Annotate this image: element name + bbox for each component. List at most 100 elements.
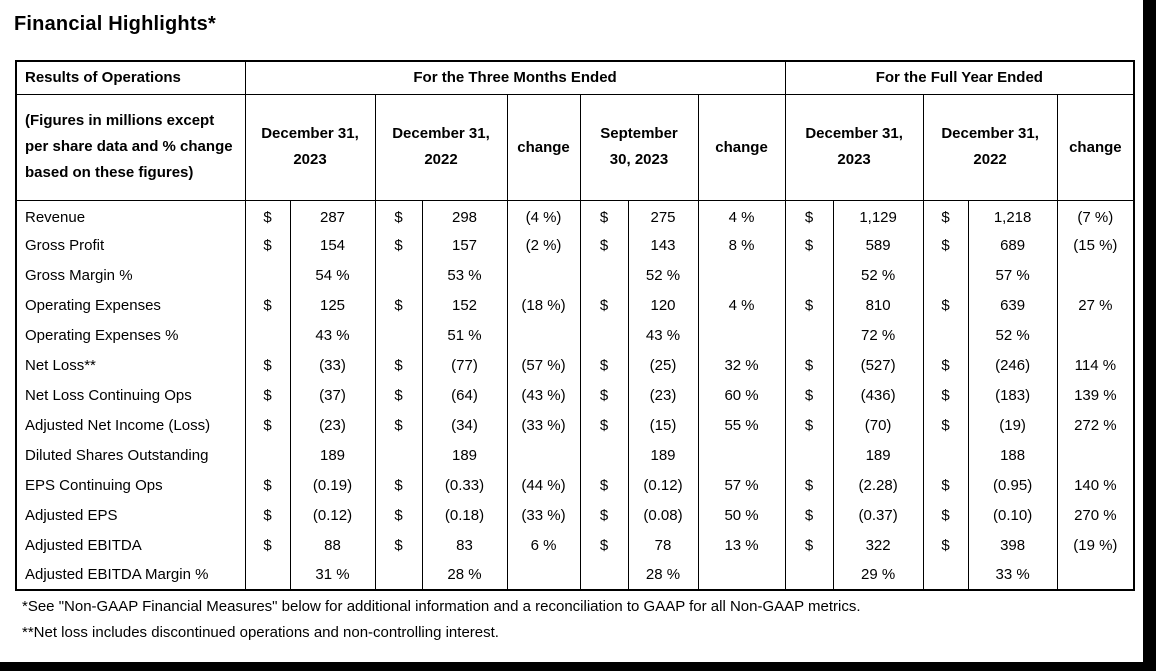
value-cell: 188 xyxy=(967,440,1058,470)
dollar-cell: $ xyxy=(374,290,423,320)
change-cell: 270 % xyxy=(1056,500,1135,530)
row-label: Adjusted EBITDA Margin % xyxy=(16,560,246,590)
change-cell: 60 % xyxy=(697,380,786,410)
dollar-cell: $ xyxy=(579,350,629,380)
table-row: Revenue $287 $298 (4 %) $275 4 % $1,129 $1,218(… xyxy=(16,200,1135,230)
dollar-cell: $ xyxy=(374,500,423,530)
dollar-cell: $ xyxy=(784,410,834,440)
dollar-cell: $ xyxy=(922,410,969,440)
dollar-cell xyxy=(579,260,629,290)
table-row: Gross Profit $154 $157 (2 %) $143 8 % $589 $689… xyxy=(16,230,1135,260)
change-cell: 114 % xyxy=(1056,350,1135,380)
change-cell xyxy=(506,260,581,290)
value-cell: (0.10) xyxy=(967,500,1058,530)
dollar-cell xyxy=(922,260,969,290)
dollar-cell: $ xyxy=(244,530,291,560)
value-cell: 639 xyxy=(967,290,1058,320)
dollar-cell xyxy=(922,440,969,470)
group-header-full-year: For the Full Year Ended xyxy=(784,60,1135,95)
table-row: EPS Continuing Ops $ (0.19) $ (0.33) (44 %) $(… xyxy=(16,470,1135,500)
value-cell: 152 xyxy=(421,290,508,320)
change-cell: 6 % xyxy=(506,530,581,560)
change-cell xyxy=(697,440,786,470)
value-cell: 88 xyxy=(289,530,376,560)
dollar-cell: $ xyxy=(922,230,969,260)
value-cell: 189 xyxy=(832,440,924,470)
dollar-cell xyxy=(579,560,629,590)
value-cell: 51 % xyxy=(421,320,508,350)
row-label: Adjusted EPS xyxy=(16,500,246,530)
value-cell: 1,218 xyxy=(967,200,1058,230)
value-cell: 33 % xyxy=(967,560,1058,590)
dollar-cell xyxy=(244,440,291,470)
dollar-cell: $ xyxy=(784,350,834,380)
value-cell: (34) xyxy=(421,410,508,440)
dollar-cell xyxy=(784,260,834,290)
col-header-change-1: change xyxy=(506,93,581,201)
dollar-cell: $ xyxy=(784,290,834,320)
change-cell: 50 % xyxy=(697,500,786,530)
change-cell: (2 %) xyxy=(506,230,581,260)
change-cell xyxy=(697,560,786,590)
dollar-cell xyxy=(922,320,969,350)
value-cell: 189 xyxy=(289,440,376,470)
change-cell: (19 %) xyxy=(1056,530,1135,560)
footnotes: *See "Non-GAAP Financial Measures" below… xyxy=(22,597,1143,643)
value-cell: (2.28) xyxy=(832,470,924,500)
col-header-fy-dec-2023: December 31, 2023 xyxy=(784,93,924,201)
change-cell: (44 %) xyxy=(506,470,581,500)
dollar-cell: $ xyxy=(579,230,629,260)
figures-note-cell: (Figures in millions except per share da… xyxy=(15,93,246,201)
dollar-cell xyxy=(784,560,834,590)
dollar-cell: $ xyxy=(374,470,423,500)
row-label: EPS Continuing Ops xyxy=(16,470,246,500)
row-label: Diluted Shares Outstanding xyxy=(16,440,246,470)
value-cell: 43 % xyxy=(627,320,699,350)
row-label: Gross Profit xyxy=(16,230,246,260)
dollar-cell: $ xyxy=(922,200,969,230)
dollar-cell: $ xyxy=(579,500,629,530)
dollar-cell xyxy=(579,440,629,470)
change-cell xyxy=(1056,440,1135,470)
value-cell: 29 % xyxy=(832,560,924,590)
column-header-row: (Figures in millions except per share da… xyxy=(15,93,1135,201)
value-cell: 28 % xyxy=(421,560,508,590)
dollar-cell: $ xyxy=(244,470,291,500)
dollar-cell: $ xyxy=(244,200,291,230)
dollar-cell xyxy=(374,560,423,590)
dollar-cell: $ xyxy=(784,200,834,230)
change-cell: 13 % xyxy=(697,530,786,560)
change-cell: 272 % xyxy=(1056,410,1135,440)
dollar-cell: $ xyxy=(784,500,834,530)
table-row: Net Loss** $ (33) $ (77) (57 %) $ (25) 32 % $ (527… xyxy=(16,350,1135,380)
change-cell xyxy=(506,440,581,470)
change-cell: 55 % xyxy=(697,410,786,440)
dollar-cell: $ xyxy=(784,530,834,560)
change-cell: (7 %) xyxy=(1056,200,1135,230)
dollar-cell: $ xyxy=(784,380,834,410)
row-label: Net Loss Continuing Ops xyxy=(16,380,246,410)
dollar-cell xyxy=(244,320,291,350)
value-cell: (77) xyxy=(421,350,508,380)
change-cell xyxy=(1056,560,1135,590)
dollar-cell xyxy=(784,320,834,350)
dollar-cell xyxy=(579,320,629,350)
dollar-cell: $ xyxy=(579,200,629,230)
value-cell: 52 % xyxy=(832,260,924,290)
value-cell: (0.12) xyxy=(289,500,376,530)
dollar-cell: $ xyxy=(922,500,969,530)
value-cell: 53 % xyxy=(421,260,508,290)
change-cell: 140 % xyxy=(1056,470,1135,500)
group-header-three-months: For the Three Months Ended xyxy=(244,60,786,95)
value-cell: 78 xyxy=(627,530,699,560)
change-cell: 4 % xyxy=(697,200,786,230)
change-cell xyxy=(1056,260,1135,290)
dollar-cell: $ xyxy=(922,380,969,410)
value-cell: (0.33) xyxy=(421,470,508,500)
value-cell: (436) xyxy=(832,380,924,410)
dollar-cell: $ xyxy=(922,290,969,320)
change-cell: (4 %) xyxy=(506,200,581,230)
dollar-cell: $ xyxy=(579,410,629,440)
col-header-q-sep-2023: September 30, 2023 xyxy=(579,93,699,201)
value-cell: (70) xyxy=(832,410,924,440)
